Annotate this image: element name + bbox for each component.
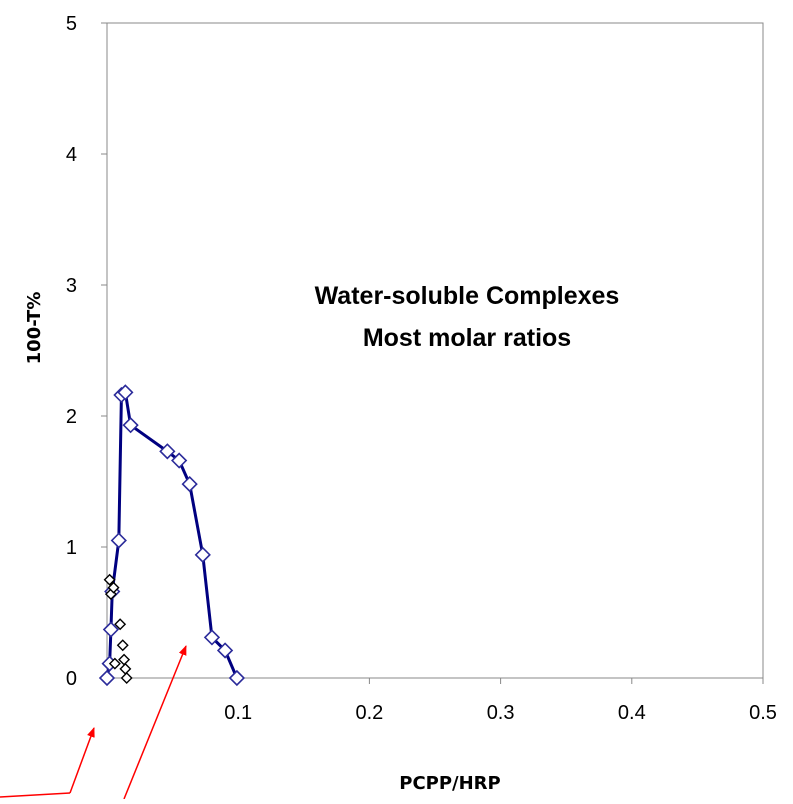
data-point [171, 452, 188, 469]
data-point [120, 672, 133, 684]
x-tick-label: 0.2 [355, 702, 383, 724]
y-tick-label: 4 [66, 144, 77, 166]
annotation-line-1: Water-soluble Complexes [315, 282, 620, 310]
data-point [181, 475, 198, 493]
x-axis-title: PCPP/HRP [399, 773, 500, 794]
y-tick-label: 5 [66, 13, 77, 35]
series-layer [98, 384, 246, 687]
y-tick-label: 3 [66, 275, 77, 297]
y-tick-label: 1 [66, 537, 77, 559]
data-point [103, 573, 116, 586]
data-point [122, 417, 139, 434]
data-point [107, 581, 120, 594]
x-tick-label: 0.3 [487, 702, 515, 724]
data-point [216, 642, 234, 659]
annotation-line-2: Most molar ratios [363, 324, 571, 352]
y-tick-label: 2 [66, 406, 77, 428]
data-point [116, 639, 129, 652]
callout-arrow-left-shaft [69, 727, 95, 794]
data-point [228, 669, 246, 687]
x-tick-label: 0.4 [618, 702, 646, 724]
callout-arrow-left [0, 792, 71, 798]
y-axis: 0 1 2 3 4 5 [66, 13, 107, 690]
data-point [203, 629, 221, 646]
x-axis: 0.1 0.2 0.3 0.4 0.5 [106, 678, 777, 724]
x-tick-label: 0.1 [224, 702, 252, 724]
plot-area [106, 22, 764, 679]
data-point [117, 384, 134, 401]
y-axis-title: 100-T% [24, 292, 45, 365]
data-point [98, 669, 116, 687]
data-point [110, 532, 127, 549]
y-tick-label: 0 [66, 668, 77, 690]
data-point [159, 443, 176, 460]
data-point [108, 657, 121, 670]
data-point [114, 618, 127, 631]
data-point [102, 621, 120, 638]
series-2 [103, 573, 133, 684]
data-point [194, 546, 211, 563]
callout-arrow-right [123, 645, 187, 800]
series-1 [98, 384, 246, 687]
x-tick-label: 0.5 [749, 702, 777, 724]
